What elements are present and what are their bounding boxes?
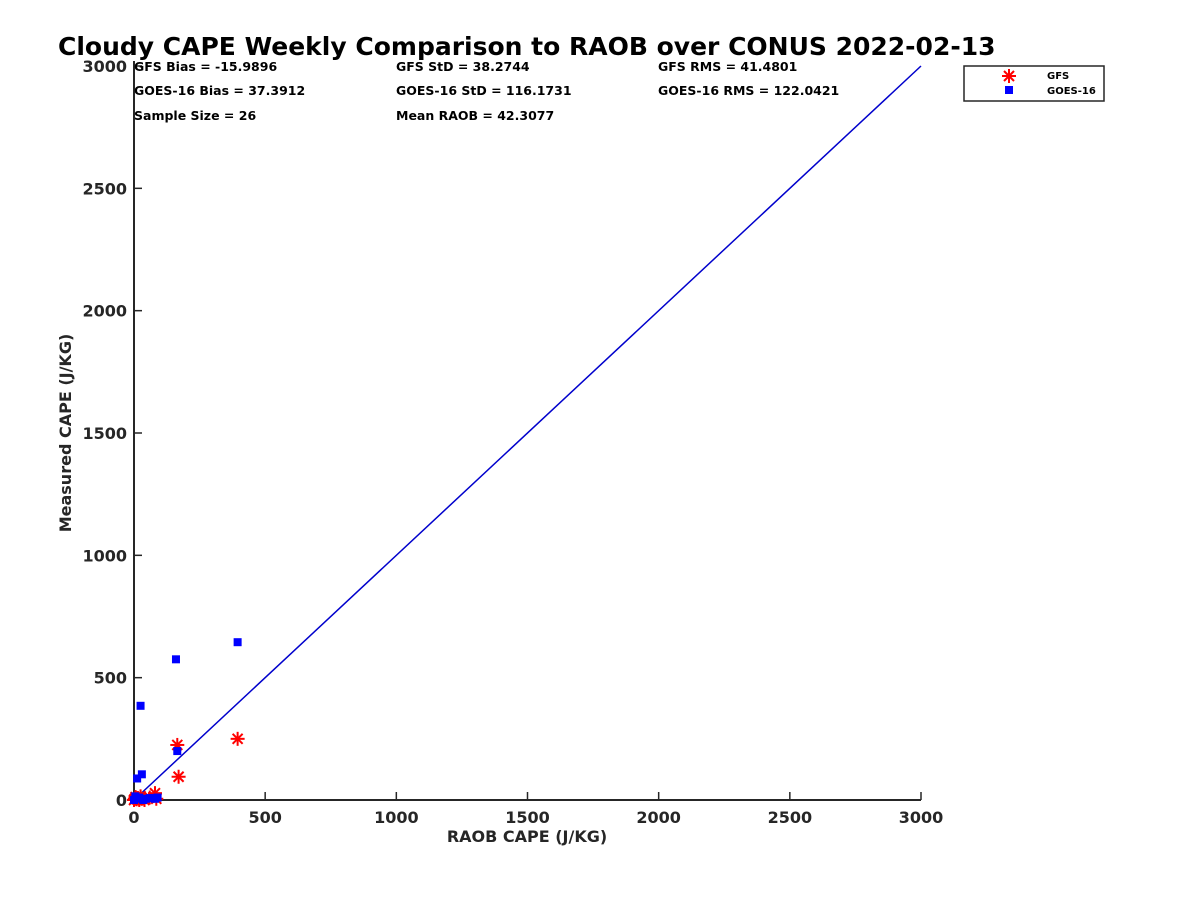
statistics-block: GFS Bias = -15.9896 GFS StD = 38.2744 GF… [134, 59, 839, 123]
legend-goes16-label: GOES-16 [1047, 86, 1096, 97]
x-tick-label: 500 [248, 808, 281, 827]
goes16-bias-text: GOES-16 Bias = 37.3912 [134, 83, 305, 98]
x-axis-label: RAOB CAPE (J/KG) [447, 827, 607, 846]
legend-gfs-label: GFS [1047, 71, 1069, 82]
legend-gfs-marker [1002, 69, 1016, 83]
legend-goes16-marker [1005, 86, 1013, 94]
x-tick-label: 1500 [505, 808, 550, 827]
legend-box [963, 65, 1105, 102]
chart-title: Cloudy CAPE Weekly Comparison to RAOB ov… [58, 32, 996, 61]
y-tick-label: 2500 [82, 179, 127, 198]
y-tick-label: 3000 [82, 57, 127, 76]
y-tick-label: 500 [94, 669, 127, 688]
mean-raob-text: Mean RAOB = 42.3077 [396, 108, 554, 123]
gfs-point [230, 731, 245, 746]
goes16-point [233, 638, 242, 647]
y-tick-label: 1000 [82, 546, 127, 565]
x-axis-ticks: 0 500 1000 1500 2000 2500 3000 [128, 792, 943, 827]
one-to-one-line [133, 65, 922, 801]
goes16-point [133, 774, 142, 783]
y-tick-label: 0 [116, 791, 127, 810]
goes16-point [173, 747, 182, 756]
x-tick-label: 1000 [374, 808, 419, 827]
legend: GFS GOES-16 [963, 65, 1105, 102]
goes16-series [130, 638, 242, 804]
y-tick-label: 2000 [82, 302, 127, 321]
goes16-rms-text: GOES-16 RMS = 122.0421 [658, 83, 839, 98]
goes16-point [145, 794, 154, 803]
goes16-point [153, 793, 162, 802]
sample-size-text: Sample Size = 26 [134, 108, 256, 123]
x-tick-label: 2000 [636, 808, 681, 827]
gfs-std-text: GFS StD = 38.2744 [396, 59, 530, 74]
y-tick-label: 1500 [82, 424, 127, 443]
gfs-rms-text: GFS RMS = 41.4801 [658, 59, 797, 74]
gfs-bias-text: GFS Bias = -15.9896 [134, 59, 277, 74]
x-tick-label: 2500 [768, 808, 813, 827]
goes16-std-text: GOES-16 StD = 116.1731 [396, 83, 572, 98]
x-tick-label: 0 [128, 808, 139, 827]
y-axis-ticks: 0 500 1000 1500 2000 2500 3000 [82, 57, 142, 810]
goes16-point [137, 770, 146, 779]
goes16-point [136, 701, 145, 710]
x-tick-label: 3000 [899, 808, 944, 827]
goes16-point [171, 655, 180, 664]
gfs-point [171, 769, 186, 784]
y-axis-label: Measured CAPE (J/KG) [56, 334, 75, 533]
